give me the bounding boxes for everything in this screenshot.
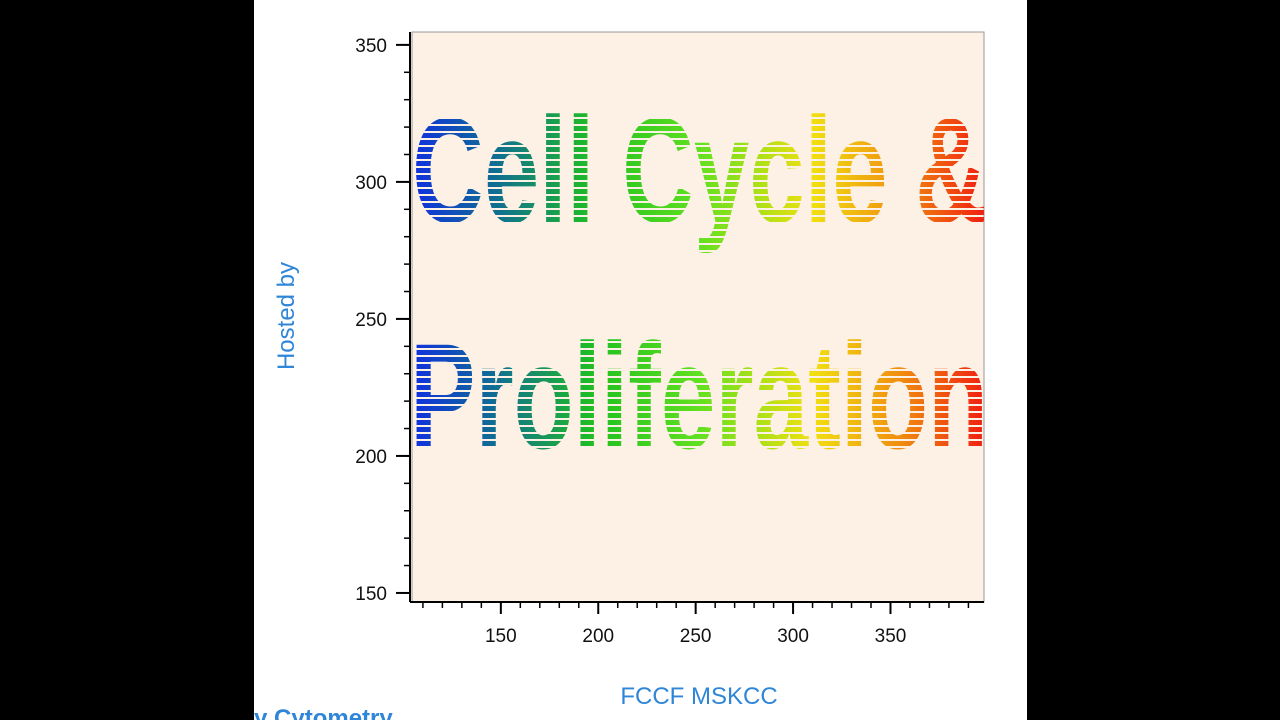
text-art: Cell Cycle & Proliferation: [410, 86, 988, 480]
art-line: Proliferation: [410, 312, 988, 480]
y-axis-label: Hosted by: [273, 262, 300, 370]
x-tick-label: 200: [582, 626, 614, 647]
x-tick-label: 350: [875, 626, 907, 647]
x-tick-label: 300: [777, 626, 809, 647]
art-line: Cell Cycle &: [412, 86, 987, 254]
x-axis-label: FCCF MSKCC: [620, 683, 777, 710]
y-tick-label: 250: [355, 310, 387, 331]
footer-text: y Cytometry: [254, 705, 393, 720]
y-tick-label: 200: [355, 447, 387, 468]
x-tick-label: 150: [485, 626, 517, 647]
x-tick-label: 250: [680, 626, 712, 647]
y-tick-label: 350: [355, 36, 387, 57]
y-tick-label: 150: [355, 584, 387, 605]
plot-area: [411, 31, 985, 603]
y-tick-label: 300: [355, 173, 387, 194]
